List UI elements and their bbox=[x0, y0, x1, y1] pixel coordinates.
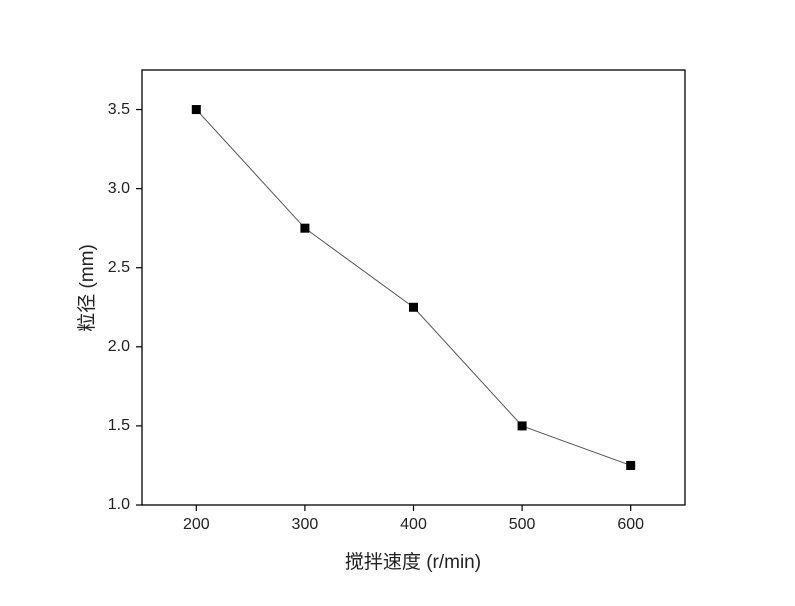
data-point bbox=[300, 223, 310, 233]
data-point bbox=[409, 302, 418, 312]
y-tick-label: 1.5 bbox=[108, 417, 130, 434]
data-point bbox=[517, 421, 527, 431]
x-tick-label: 500 bbox=[509, 516, 536, 533]
series-line bbox=[195, 109, 631, 466]
x-axis-title: 搅拌速度 (r/min) bbox=[345, 551, 481, 573]
y-tick-label: 1.0 bbox=[108, 496, 130, 513]
y-tick-label: 3.0 bbox=[108, 180, 130, 197]
y-tick-label: 2.5 bbox=[108, 259, 130, 276]
y-tick-label: 3.5 bbox=[108, 101, 130, 118]
plot-frame bbox=[141, 69, 686, 506]
data-point bbox=[626, 460, 636, 470]
data-point bbox=[191, 105, 201, 115]
x-tick-label: 600 bbox=[617, 516, 644, 533]
x-tick-label: 400 bbox=[400, 516, 427, 533]
y-tick-label: 2.0 bbox=[108, 338, 130, 355]
x-tick-label: 300 bbox=[292, 516, 319, 533]
y-axis-title: 粒径 (mm) bbox=[76, 244, 98, 332]
x-tick-label: 200 bbox=[183, 516, 210, 533]
